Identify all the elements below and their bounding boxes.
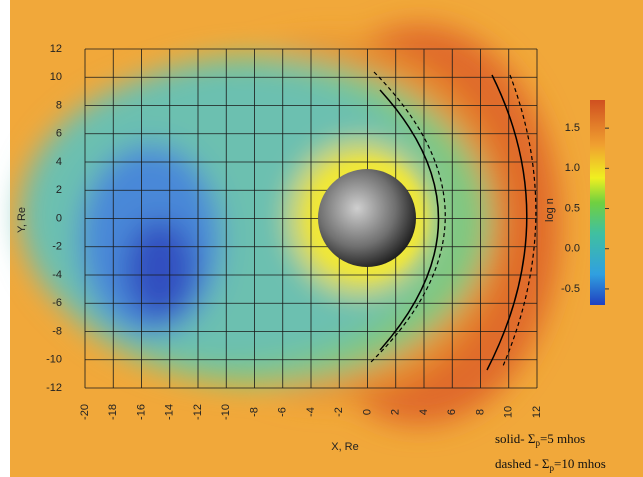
y-tick-label: 0 — [56, 212, 62, 224]
chart: X, Re Y, Re log n solid- Σp=5 mhos dashe… — [0, 0, 643, 477]
y-tick-label: 10 — [50, 71, 62, 83]
colorbar-tick-label: 0.5 — [565, 202, 580, 214]
colorbar — [590, 100, 605, 305]
annotation-text: dashed - Σ — [495, 456, 550, 471]
colorbar-tick-label: 1.0 — [565, 162, 580, 174]
y-tick-label: 6 — [56, 128, 62, 140]
y-axis-label: Y, Re — [16, 207, 28, 233]
y-tick-label: -10 — [46, 354, 62, 366]
x-tick-label: 2 — [390, 409, 402, 415]
colorbar-label: log n — [544, 198, 556, 222]
x-tick-label: -2 — [333, 407, 345, 417]
x-tick-label: 10 — [503, 406, 515, 418]
x-tick-label: -6 — [277, 407, 289, 417]
x-tick-label: 6 — [446, 409, 458, 415]
y-tick-label: 2 — [56, 184, 62, 196]
planet — [318, 169, 416, 267]
y-tick-label: 4 — [56, 156, 62, 168]
x-tick-label: 0 — [361, 409, 373, 415]
page: {"chart_data": {"type": "field", "xlabel… — [0, 0, 643, 477]
x-tick-label: 4 — [418, 409, 430, 415]
x-tick-label: -10 — [220, 404, 232, 420]
annotation: solid- Σp=5 mhos — [495, 431, 585, 448]
annotation-text: =5 mhos — [540, 431, 585, 446]
y-tick-label: -4 — [52, 269, 62, 281]
x-tick-label: -20 — [79, 404, 91, 420]
x-tick-label: -16 — [135, 404, 147, 420]
x-tick-label: -18 — [107, 404, 119, 420]
x-tick-label: 12 — [531, 406, 543, 418]
y-tick-label: -2 — [52, 241, 62, 253]
x-tick-label: -14 — [164, 404, 176, 420]
x-tick-label: -4 — [305, 407, 317, 417]
colorbar-tick-label: 0.0 — [565, 243, 580, 255]
y-tick-label: -6 — [52, 297, 62, 309]
annotation-text: solid- Σ — [495, 431, 535, 446]
x-tick-label: 8 — [474, 409, 486, 415]
y-tick-label: -8 — [52, 325, 62, 337]
y-tick-label: 12 — [50, 43, 62, 55]
colorbar-tick-label: 1.5 — [565, 122, 580, 134]
y-tick-label: 8 — [56, 99, 62, 111]
y-tick-label: -12 — [46, 382, 62, 394]
x-axis-label: X, Re — [331, 441, 359, 453]
x-tick-label: -8 — [248, 407, 260, 417]
x-tick-label: -12 — [192, 404, 204, 420]
annotation-text: =10 mhos — [554, 456, 606, 471]
colorbar-tick-label: -0.5 — [561, 283, 580, 295]
